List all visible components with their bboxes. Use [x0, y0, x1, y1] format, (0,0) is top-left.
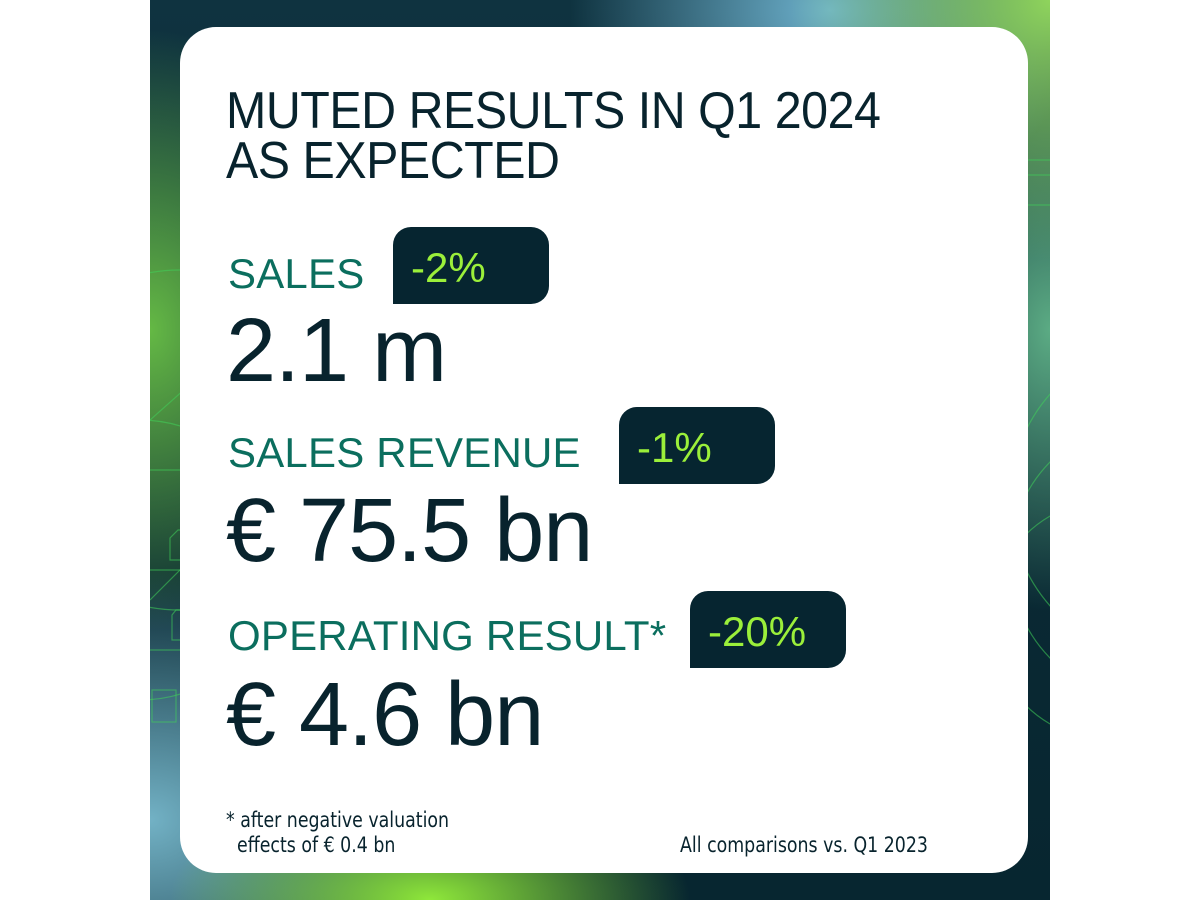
metric-value-sales-revenue: € 75.5 bn	[226, 481, 593, 581]
footnote: * after negative valuation effects of € …	[226, 808, 449, 858]
change-value: -2%	[411, 244, 486, 291]
footnote-line-2: effects of € 0.4 bn	[237, 833, 396, 857]
metric-label-operating-result: OPERATING RESULT*	[228, 612, 667, 659]
title-line-2: AS EXPECTED	[226, 132, 560, 190]
metric-value-operating-result: € 4.6 bn	[226, 665, 544, 765]
change-badge-sales-revenue: -1%	[619, 407, 775, 484]
change-badge-sales: -2%	[393, 227, 549, 304]
metric-label-sales: SALES	[228, 250, 365, 297]
change-value: -20%	[708, 608, 807, 655]
metric-value-sales: 2.1 m	[226, 301, 447, 401]
page-title: MUTED RESULTS IN Q1 2024 AS EXPECTED	[226, 85, 881, 187]
results-card	[180, 27, 1028, 873]
footnote-line-1: * after negative valuation	[226, 808, 450, 832]
metric-label-sales-revenue: SALES REVENUE	[228, 429, 581, 476]
title-line-1: MUTED RESULTS IN Q1 2024	[226, 82, 881, 140]
change-value: -1%	[637, 424, 712, 471]
comparison-note: All comparisons vs. Q1 2023	[680, 833, 928, 857]
change-badge-operating-result: -20%	[690, 591, 846, 668]
